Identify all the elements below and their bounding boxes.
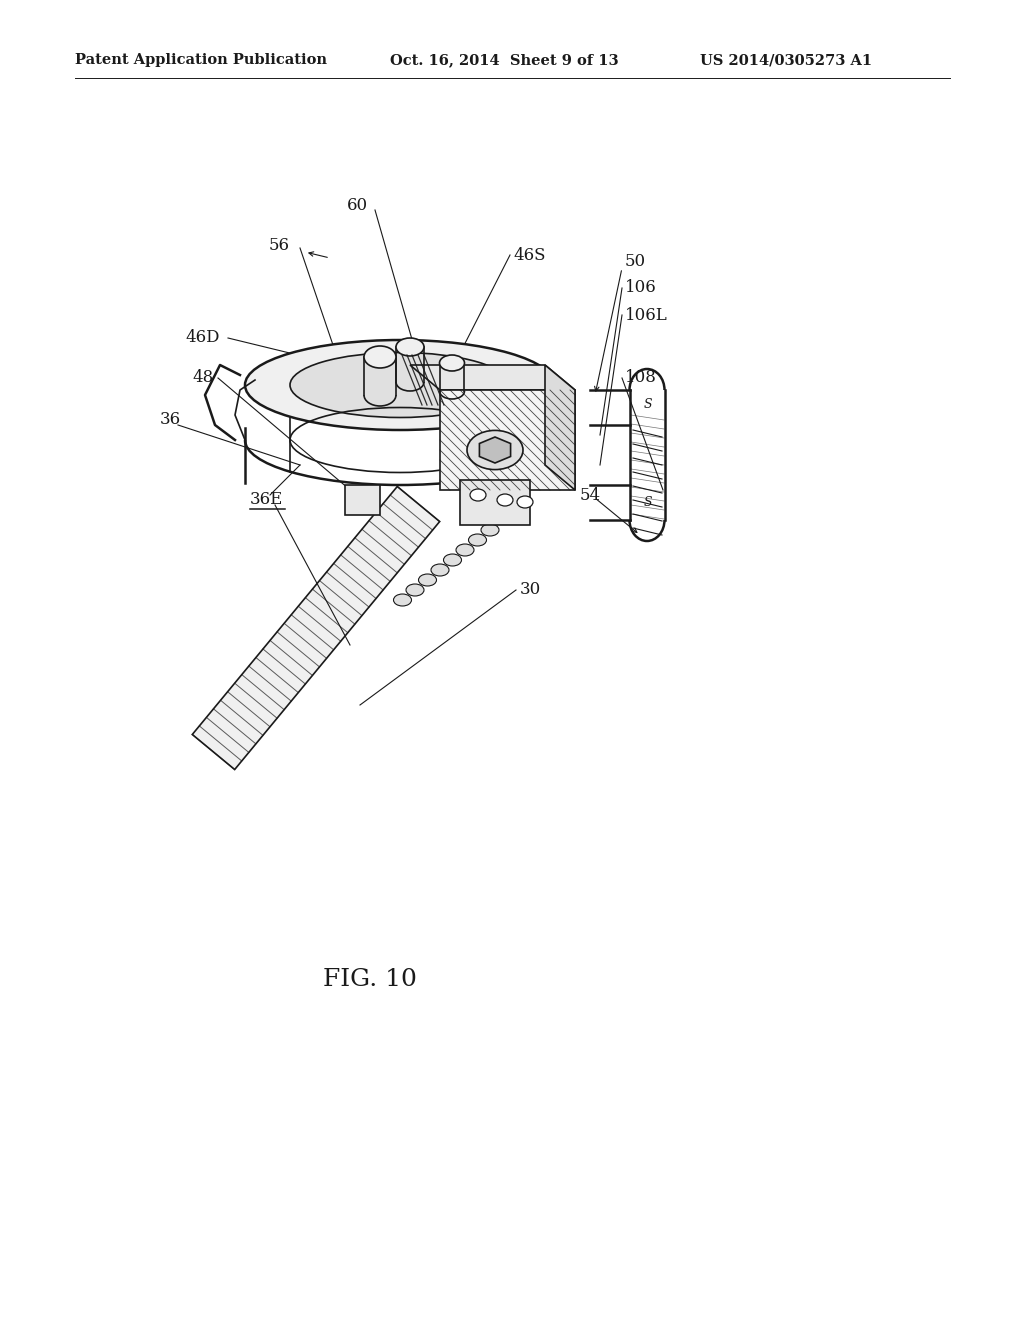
Ellipse shape (364, 346, 396, 368)
Ellipse shape (290, 352, 510, 417)
Ellipse shape (469, 535, 486, 546)
Text: S: S (644, 399, 652, 412)
Ellipse shape (431, 564, 449, 576)
Ellipse shape (419, 574, 436, 586)
Ellipse shape (470, 488, 486, 502)
Text: 106L: 106L (625, 306, 668, 323)
Polygon shape (410, 366, 575, 389)
Polygon shape (345, 484, 380, 515)
Ellipse shape (396, 338, 424, 356)
Text: 46D: 46D (185, 330, 219, 346)
Ellipse shape (467, 430, 523, 470)
Text: 106: 106 (625, 280, 656, 297)
Text: 46S: 46S (513, 247, 546, 264)
Ellipse shape (393, 594, 412, 606)
Text: 30: 30 (520, 582, 542, 598)
Ellipse shape (456, 544, 474, 556)
Text: 50: 50 (625, 253, 646, 271)
Ellipse shape (481, 524, 499, 536)
Ellipse shape (439, 355, 465, 371)
Text: S: S (644, 495, 652, 508)
Ellipse shape (517, 496, 534, 508)
Text: Patent Application Publication: Patent Application Publication (75, 53, 327, 67)
Text: 54: 54 (580, 487, 601, 503)
Polygon shape (479, 437, 511, 463)
Ellipse shape (406, 583, 424, 597)
Text: 36E: 36E (250, 491, 284, 508)
Text: 36: 36 (160, 412, 181, 429)
Ellipse shape (443, 554, 462, 566)
Text: FIG. 10: FIG. 10 (323, 969, 417, 991)
Text: US 2014/0305273 A1: US 2014/0305273 A1 (700, 53, 872, 67)
Text: 60: 60 (347, 197, 368, 214)
Ellipse shape (245, 341, 555, 430)
Text: Oct. 16, 2014  Sheet 9 of 13: Oct. 16, 2014 Sheet 9 of 13 (390, 53, 618, 67)
Polygon shape (545, 366, 575, 490)
Polygon shape (460, 480, 530, 525)
Text: 56: 56 (269, 236, 290, 253)
Polygon shape (193, 487, 439, 770)
Ellipse shape (497, 494, 513, 506)
Text: 48: 48 (193, 370, 213, 387)
Text: 108: 108 (625, 370, 656, 387)
Polygon shape (440, 389, 575, 490)
